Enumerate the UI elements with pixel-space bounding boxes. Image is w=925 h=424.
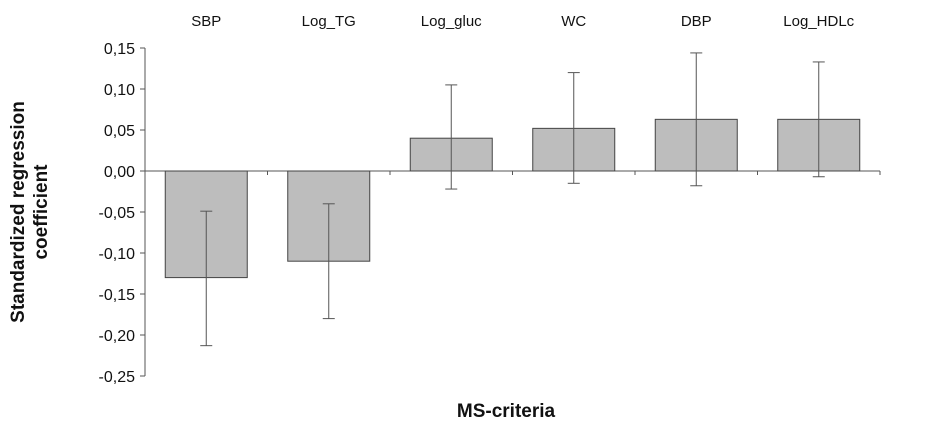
y-axis-title: Standardized regression coefficient [8,101,52,323]
y-axis-title-line-2: coefficient [31,164,52,260]
category-label: DBP [681,13,712,30]
category-label: WC [561,13,586,30]
y-tick-label: 0,05 [104,123,135,140]
y-tick-label: 0,10 [104,82,135,99]
y-tick-label: -0,20 [99,328,136,345]
category-label: Log_TG [302,13,356,30]
plot-area: 0,15 0,10 0,05 0,00 -0,05 -0,10 -0,15 -0,20 -0,2… [99,13,881,386]
y-tick-label: -0,10 [99,246,136,263]
y-axis-title-line-1: Standardized regression [8,101,29,323]
x-axis-title: MS-criteria [457,401,556,422]
y-tick-label: 0,15 [104,41,135,58]
y-tick-label: 0,00 [104,164,135,181]
y-tick-label: -0,25 [99,369,136,386]
y-tick-label: -0,05 [99,205,136,222]
category-label: Log_HDLc [783,13,854,30]
category-label: SBP [191,13,221,30]
category-label: Log_gluc [421,13,482,30]
y-tick-label: -0,15 [99,287,136,304]
